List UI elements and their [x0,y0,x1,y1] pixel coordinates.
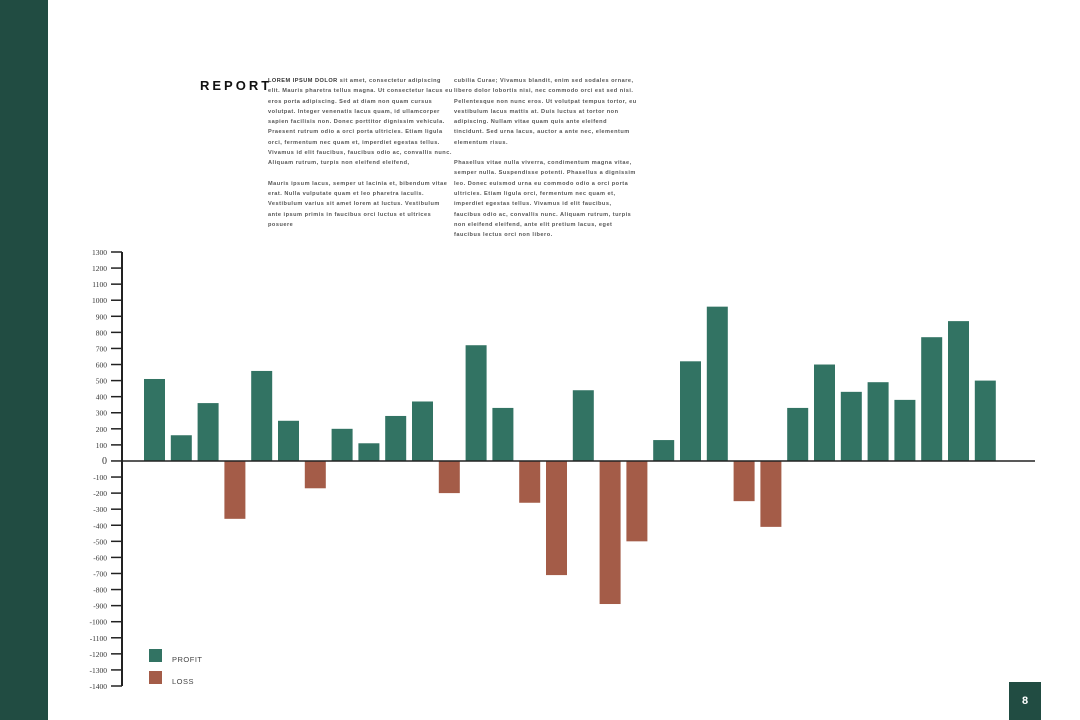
profit-bar [251,370,273,461]
page-number: 8 [1009,682,1041,720]
profit-bar [572,390,594,461]
profit-bar [197,403,219,461]
loss-bar [519,460,541,503]
report-title: REPORT [200,78,273,93]
lead-text: LOREM IPSUM DOLOR [268,78,338,84]
paragraph-text: sit amet, consectetur adipiscing elit. M… [268,78,453,167]
y-tick-label: -700 [93,569,107,578]
legend-swatch-loss [149,671,162,684]
y-tick-label: 200 [96,425,108,434]
profit-bar [867,382,889,461]
y-tick-label: -300 [93,505,107,514]
y-tick-label: 400 [96,393,108,402]
y-tick-label: 1000 [92,296,107,305]
paragraph: cubilia Curae; Vivamus blandit, enim sed… [454,78,637,146]
profit-bar [948,321,969,461]
profit-bar [358,443,380,461]
profit-bar [465,345,487,461]
y-tick-label: 800 [96,328,108,337]
y-tick-label: -400 [93,521,107,530]
profit-bar [840,391,862,461]
legend-label-loss: LOSS [172,677,194,686]
y-tick-label: 600 [96,361,108,370]
y-tick-label: -100 [93,473,107,482]
y-tick-label: -1300 [90,666,108,675]
loss-bar [546,460,567,576]
profit-bar [331,428,353,461]
y-tick-label: 900 [96,312,108,321]
profit-bar [814,364,835,461]
y-tick-label: 1300 [92,248,107,257]
profit-bar [278,420,299,461]
profit-bar [894,399,916,461]
y-tick-label: -600 [93,553,107,562]
profit-bar [492,407,514,461]
y-tick-label: -500 [93,537,107,546]
loss-bar [733,460,755,502]
paragraph: Phasellus vitae nulla viverra, condiment… [454,160,636,239]
profit-bar [170,435,192,461]
y-tick-label: -200 [93,489,107,498]
y-tick-label: 700 [96,344,108,353]
y-tick-label: -900 [93,602,107,611]
y-tick-label: 1100 [92,280,107,289]
legend-label-profit: PROFIT [172,655,203,664]
y-tick-label: 100 [96,441,108,450]
paragraph: LOREM IPSUM DOLOR sit amet, consectetur … [268,76,453,169]
y-tick-label: 500 [96,377,108,386]
y-tick-label: 300 [96,409,108,418]
loss-bar [438,460,460,494]
paragraph: Mauris ipsum lacus, semper ut lacinia et… [268,180,448,228]
text-column-1: LOREM IPSUM DOLOR sit amet, consectetur … [268,76,453,240]
profit-bar [921,337,943,461]
loss-bar [304,460,326,489]
legend-swatch-profit [149,649,162,662]
profit-bar [653,440,675,461]
sidebar-band [0,0,48,720]
loss-bar [599,460,621,605]
text-column-2: cubilia Curae; Vivamus blandit, enim sed… [454,76,639,250]
y-tick-label: -1000 [90,618,108,627]
profit-bar [787,407,809,461]
y-tick-label: -1100 [90,634,107,643]
profit-bar [144,378,165,461]
y-tick-label: 0 [102,456,107,467]
y-tick-label: -1400 [90,682,108,691]
loss-bar [760,460,782,527]
loss-bar [224,460,246,519]
y-tick-label: -800 [93,586,107,595]
profit-bar [412,401,433,461]
y-tick-label: -1200 [90,650,108,659]
y-tick-label: 1200 [92,264,107,273]
profit-bar [974,380,996,461]
profit-bar [385,415,407,461]
profit-bar [706,306,728,461]
profit-bar [680,361,701,461]
loss-bar [626,460,648,542]
